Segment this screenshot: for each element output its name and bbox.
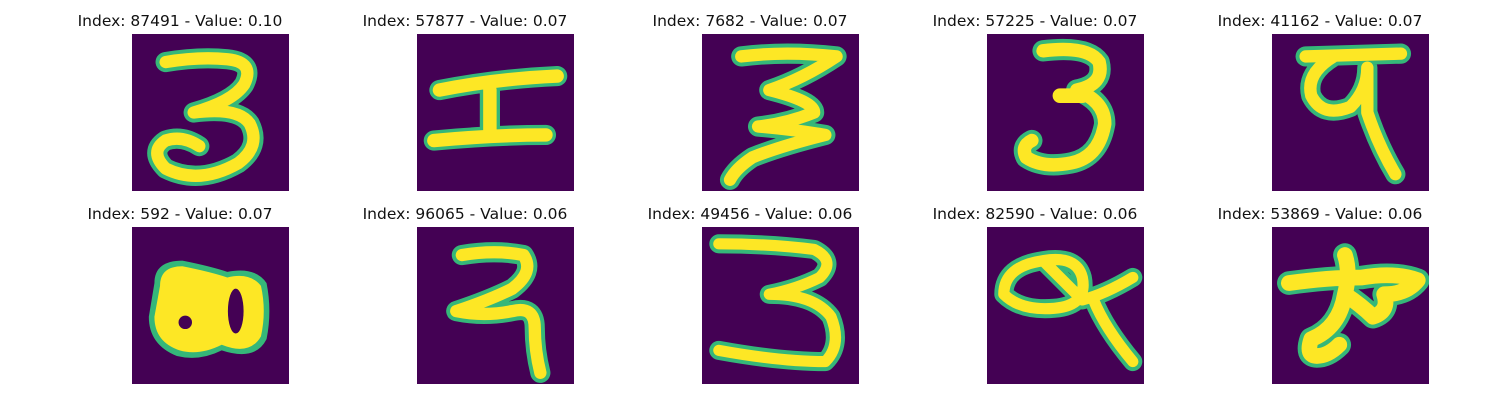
digit-image: [987, 34, 1144, 191]
panel-title: Index: 96065 - Value: 0.06: [362, 205, 568, 223]
digit-image: [987, 227, 1144, 384]
devanagari-h-shape-icon: [417, 34, 574, 191]
devanagari-2-icon: [417, 227, 574, 384]
panel-title: Index: 87491 - Value: 0.10: [77, 12, 283, 30]
panel-title: Index: 7682 - Value: 0.07: [652, 12, 848, 30]
devanagari-9-icon: [1272, 34, 1429, 191]
digit-image: [1272, 227, 1429, 384]
digit-image: [417, 34, 574, 191]
digit-image: [702, 227, 859, 384]
digit-image: [417, 227, 574, 384]
devanagari-3-icon: [987, 34, 1144, 191]
devanagari-3-icon: [702, 227, 859, 384]
panel-title: Index: 592 - Value: 0.07: [87, 205, 273, 223]
digit-image: [702, 34, 859, 191]
panel-title: Index: 57877 - Value: 0.07: [362, 12, 568, 30]
devanagari-3-icon: [702, 34, 859, 191]
digit-image: [132, 227, 289, 384]
devanagari-3-icon: [132, 34, 289, 191]
panel-title: Index: 41162 - Value: 0.07: [1217, 12, 1423, 30]
panel-title: Index: 57225 - Value: 0.07: [932, 12, 1138, 30]
digit-image: [132, 34, 289, 191]
panel-title: Index: 82590 - Value: 0.06: [932, 205, 1138, 223]
devanagari-star-shape-icon: [1272, 227, 1429, 384]
devanagari-9-loop-icon: [987, 227, 1144, 384]
digit-image: [1272, 34, 1429, 191]
devanagari-blob-icon: [132, 227, 289, 384]
panel-title: Index: 49456 - Value: 0.06: [647, 205, 853, 223]
panel-title: Index: 53869 - Value: 0.06: [1217, 205, 1423, 223]
